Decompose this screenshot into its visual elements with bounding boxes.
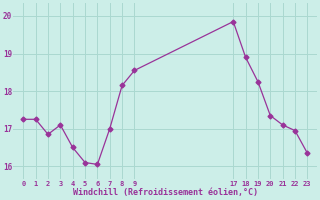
X-axis label: Windchill (Refroidissement éolien,°C): Windchill (Refroidissement éolien,°C): [73, 188, 258, 197]
